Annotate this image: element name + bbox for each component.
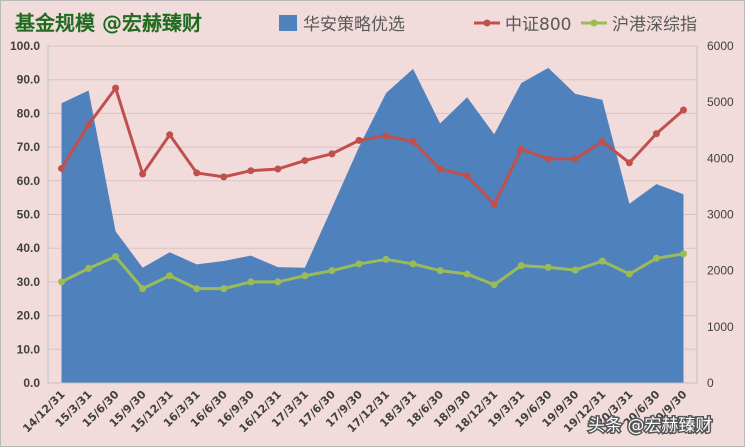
legend: 华安策略优选 中证800 沪港深综指 xyxy=(279,15,697,35)
legend-marker-1 xyxy=(483,19,491,27)
y-left-tick-label: 40.0 xyxy=(17,241,41,255)
watermark-text: 头条 @宏赫臻财 xyxy=(588,416,712,436)
area-series-layer xyxy=(61,67,684,383)
line-2-point xyxy=(193,285,201,293)
legend-marker-2 xyxy=(590,19,598,27)
line-2-point xyxy=(463,270,471,278)
line-1-point xyxy=(652,130,660,138)
y-left-tick-label: 90.0 xyxy=(17,73,41,87)
line-2-point xyxy=(220,285,228,293)
y-left-tick-label: 50.0 xyxy=(17,208,41,222)
line-2-point xyxy=(247,278,255,286)
line-1-point xyxy=(85,121,93,129)
line-1-point xyxy=(625,159,633,167)
line-1-point xyxy=(301,157,309,165)
line-2-point xyxy=(328,267,336,275)
line-1-point xyxy=(247,167,255,175)
line-2-point xyxy=(652,254,660,262)
line-1-point xyxy=(139,170,147,178)
line-1-point xyxy=(220,173,228,181)
y-left-tick-label: 60.0 xyxy=(17,174,41,188)
line-2-point xyxy=(409,260,417,268)
line-2-point xyxy=(544,263,552,271)
line-2-point xyxy=(598,257,606,265)
y-left-tick-label: 0.0 xyxy=(23,376,40,390)
y-right-tick-label: 1000 xyxy=(707,320,734,334)
line-1-point xyxy=(571,155,579,163)
left-axis-ticks: 0.0 10.0 20.0 30.0 40.0 50.0 60.0 70.0 80.0 90.0 1… xyxy=(10,39,40,390)
y-left-tick-label: 80.0 xyxy=(17,106,41,120)
line-1-point xyxy=(382,132,390,140)
area-series-fund-size xyxy=(61,67,684,383)
line-2-point xyxy=(571,266,579,274)
line-2-point xyxy=(517,262,525,270)
line-series-2 xyxy=(60,252,684,291)
y-left-tick-label: 10.0 xyxy=(17,342,41,356)
line-1-point xyxy=(328,150,336,158)
line-2-point xyxy=(490,281,498,289)
line-1-point xyxy=(58,164,66,172)
line-1-point xyxy=(193,169,201,177)
y-left-tick-label: 70.0 xyxy=(17,140,41,154)
line-2-point xyxy=(382,255,390,263)
line-2-point xyxy=(436,267,444,275)
line-1-point xyxy=(679,106,687,114)
y-left-tick-label: 30.0 xyxy=(17,275,41,289)
line-2-point xyxy=(355,260,363,268)
line-2-point xyxy=(679,250,687,258)
line-1-point xyxy=(355,136,363,144)
line-1-point xyxy=(436,165,444,173)
line-1-point xyxy=(463,172,471,180)
line-2-point xyxy=(139,285,147,293)
right-axis-ticks: 0 1000 2000 3000 4000 5000 6000 xyxy=(707,39,734,390)
y-left-tick-label: 20.0 xyxy=(17,309,41,323)
watermark: 头条 @宏赫臻财 xyxy=(587,415,714,438)
legend-label-area: 华安策略优选 xyxy=(303,15,405,35)
line-1-point xyxy=(166,131,174,139)
line-1-point xyxy=(598,137,606,145)
y-right-tick-label: 4000 xyxy=(707,151,734,165)
y-right-tick-label: 3000 xyxy=(707,208,734,222)
line-2-point xyxy=(58,278,66,286)
axes xyxy=(47,46,698,384)
line-2-point xyxy=(625,270,633,278)
legend-swatch-area xyxy=(279,15,297,31)
y-left-tick-label: 100.0 xyxy=(10,39,40,53)
y-right-tick-label: 6000 xyxy=(707,39,734,53)
line-series-layer xyxy=(58,84,687,293)
y-right-tick-label: 0 xyxy=(707,376,714,390)
y-right-tick-label: 2000 xyxy=(707,264,734,278)
legend-label-line-2: 沪港深综指 xyxy=(612,15,697,35)
legend-label-line-1: 中证800 xyxy=(505,15,571,35)
line-1-point xyxy=(274,165,282,173)
line-2-point xyxy=(301,272,309,280)
chart-title: 基金规模 @宏赫臻财 xyxy=(15,11,202,35)
line-1-point xyxy=(490,200,498,208)
line-2-point xyxy=(112,253,120,261)
line-2-point xyxy=(166,272,174,280)
line-1-point xyxy=(544,155,552,163)
y-right-tick-label: 5000 xyxy=(707,95,734,109)
line-2-point xyxy=(274,278,282,286)
line-1-point xyxy=(112,84,120,92)
line-series-1 xyxy=(60,86,685,206)
line-1-point xyxy=(409,137,417,145)
line-2-point xyxy=(85,264,93,272)
line-1-point xyxy=(517,145,525,153)
